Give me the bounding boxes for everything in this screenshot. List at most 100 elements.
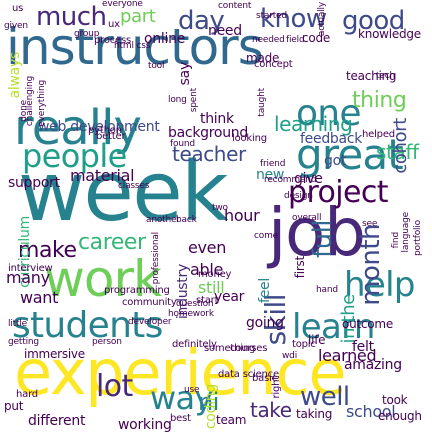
- word-enough: enough: [378, 409, 422, 423]
- word-felt: felt: [352, 339, 374, 355]
- word-amazing: amazing: [344, 357, 402, 373]
- word-learned: learned: [318, 346, 377, 365]
- word-spent: spent: [189, 88, 199, 113]
- word-give: give: [294, 171, 323, 187]
- word-new: new: [256, 167, 285, 183]
- word-topic: topic: [292, 339, 316, 350]
- word-back: back: [176, 215, 197, 225]
- word-well: well: [300, 382, 350, 412]
- word-made: made: [246, 51, 280, 65]
- word-put: put: [4, 399, 24, 413]
- word-staff: staff: [376, 140, 419, 164]
- word-month: month: [356, 224, 386, 306]
- word-developer: developer: [128, 317, 172, 327]
- word-life: life: [308, 333, 326, 347]
- word-material: material: [70, 166, 135, 185]
- word-design: design: [284, 191, 313, 201]
- word-team: team: [216, 413, 247, 427]
- word-community: community: [122, 297, 177, 308]
- word-courses: courses: [230, 343, 268, 354]
- word-us: us: [12, 3, 24, 14]
- word-thing: thing: [352, 88, 407, 113]
- word-overall: overall: [292, 213, 322, 223]
- word-think: think: [200, 111, 234, 127]
- word-teaching: teaching: [346, 69, 397, 83]
- word-getting: getting: [8, 337, 39, 347]
- word-online: online: [144, 31, 186, 47]
- word-want: want: [20, 288, 59, 307]
- word-classes: classes: [118, 181, 150, 191]
- word-ni: ni: [198, 388, 219, 416]
- word-first: first: [293, 256, 307, 279]
- word-web-development: web development: [38, 119, 160, 135]
- word-process: process: [94, 35, 132, 46]
- word-portfolio: portfolio: [413, 220, 423, 257]
- word-need: need: [208, 23, 242, 39]
- word-got: got: [324, 153, 347, 169]
- word-long: long: [168, 95, 187, 105]
- word-html-css: html css: [114, 41, 151, 51]
- word-basic: basic: [252, 373, 277, 384]
- word-day: day: [178, 6, 225, 36]
- word-little: little: [8, 319, 28, 329]
- word-python: python: [88, 125, 122, 136]
- word-students: students: [12, 305, 163, 346]
- word-friend: friend: [260, 159, 286, 169]
- word-taking: taking: [296, 407, 333, 421]
- word-another: another: [146, 215, 180, 225]
- word-really: really: [14, 100, 142, 156]
- word-found: found: [170, 139, 195, 149]
- word-actually: actually: [317, 2, 327, 37]
- word-money: money: [198, 269, 232, 280]
- word-took: took: [382, 393, 408, 407]
- word-code: code: [302, 31, 330, 45]
- word-find: find: [391, 232, 401, 249]
- word-going: going: [246, 315, 284, 331]
- word-professional: professional: [151, 232, 161, 285]
- word-right: right: [271, 376, 282, 399]
- word-able: able: [190, 260, 223, 279]
- word-say: say: [177, 62, 193, 86]
- word-school: school: [346, 402, 396, 421]
- word-content: content: [218, 1, 252, 11]
- word-tech: tech: [376, 71, 395, 81]
- word-way: way: [150, 379, 213, 417]
- word-project: project: [288, 175, 389, 210]
- word-take: take: [250, 398, 292, 422]
- word-tool: tool: [148, 61, 165, 71]
- word-person: person: [92, 337, 122, 347]
- word-better: better: [96, 131, 126, 142]
- word-immersive: immersive: [24, 347, 85, 361]
- word-one: one: [296, 93, 362, 134]
- word-challenging: challenging: [25, 76, 35, 127]
- word-lot: lot: [96, 369, 133, 404]
- word-part: part: [120, 6, 156, 27]
- word-experience: experience: [14, 336, 346, 409]
- word-learning: learning: [274, 112, 353, 136]
- word-make: make: [18, 238, 77, 263]
- word-week: week: [18, 145, 229, 240]
- word-needed: needed: [252, 35, 285, 45]
- word-outcome: outcome: [342, 317, 393, 331]
- word-much: much: [36, 2, 107, 32]
- word-feel: feel: [257, 278, 273, 303]
- word-job: job: [268, 194, 366, 271]
- word-background: background: [168, 125, 249, 141]
- word-always: always: [7, 52, 23, 99]
- word-best: best: [170, 413, 191, 424]
- word-still: still: [198, 278, 225, 297]
- word-started: started: [256, 11, 287, 21]
- word-even: even: [188, 238, 227, 257]
- word-help: help: [344, 265, 415, 305]
- word-given: given: [4, 21, 28, 31]
- word-hard: hard: [16, 389, 38, 400]
- word-group: group: [74, 29, 100, 39]
- word-taught: taught: [257, 88, 267, 117]
- word-everyone: everyone: [102, 0, 143, 9]
- word-helped: helped: [362, 129, 395, 140]
- word-programming: programming: [104, 285, 170, 296]
- word-field: field: [286, 35, 305, 45]
- word-data-science: data science: [218, 369, 279, 380]
- word-year: year: [214, 289, 245, 305]
